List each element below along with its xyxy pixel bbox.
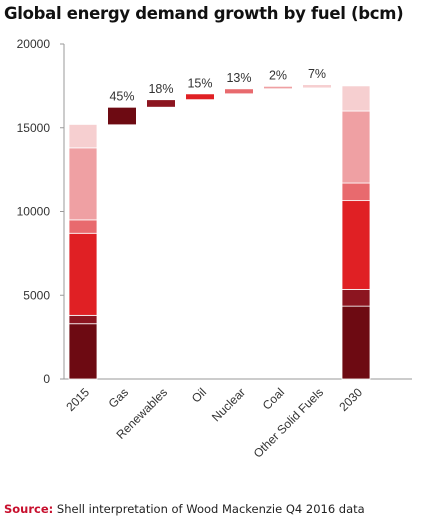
step-bar-renewables [147,100,175,107]
data-label: 18% [148,82,173,96]
y-tick-label: 20000 [17,37,51,51]
bar-segment-2015 [68,323,98,380]
x-category-label: 2030 [336,385,365,414]
step-bar-coal [264,86,292,89]
source-note: Source: Shell interpretation of Wood Mac… [4,502,365,516]
step-bar-oil [186,94,214,100]
bar-segment-2015 [68,314,98,325]
bar-segment-2030 [341,305,371,380]
source-label: Source: [4,502,54,516]
bar-segment-2030 [341,200,371,290]
x-category-label: Nuclear [209,385,248,424]
bar-segment-2030 [341,85,371,112]
x-category-label: Gas [106,385,131,410]
bar-segment-2015 [68,124,98,149]
step-bar-other-solid-fuels [303,85,331,88]
bar-segment-2030 [341,110,371,184]
waterfall-chart: 0 5000 10000 15000 20000 45% 18% 15% 13% 2% 7% 20… [17,37,412,461]
data-label: 2% [269,69,287,83]
data-label: 15% [187,76,212,90]
step-bar-gas [108,107,136,125]
data-label: 7% [308,67,326,81]
data-label: 45% [109,90,134,104]
y-tick-label: 15000 [17,121,51,135]
x-category-label: 2015 [63,385,92,414]
source-text: Shell interpretation of Wood Mackenzie Q… [56,502,365,516]
step-bar-nuclear [225,89,253,94]
x-category-label: Other Solid Fuels [251,385,326,460]
y-tick-label: 10000 [17,205,51,219]
chart-title: Global energy demand growth by fuel (bcm… [4,4,404,23]
bar-segment-2015 [68,232,98,316]
bar-segment-2015 [68,219,98,234]
x-category-label: Oil [189,385,209,405]
y-tick-label: 5000 [23,288,50,302]
data-label: 13% [226,71,251,85]
bar-segment-2015 [68,147,98,221]
y-tick-label: 0 [43,372,50,386]
bar-segment-2030 [341,288,371,307]
x-category-label: Coal [260,385,287,412]
bar-segment-2030 [341,182,371,202]
